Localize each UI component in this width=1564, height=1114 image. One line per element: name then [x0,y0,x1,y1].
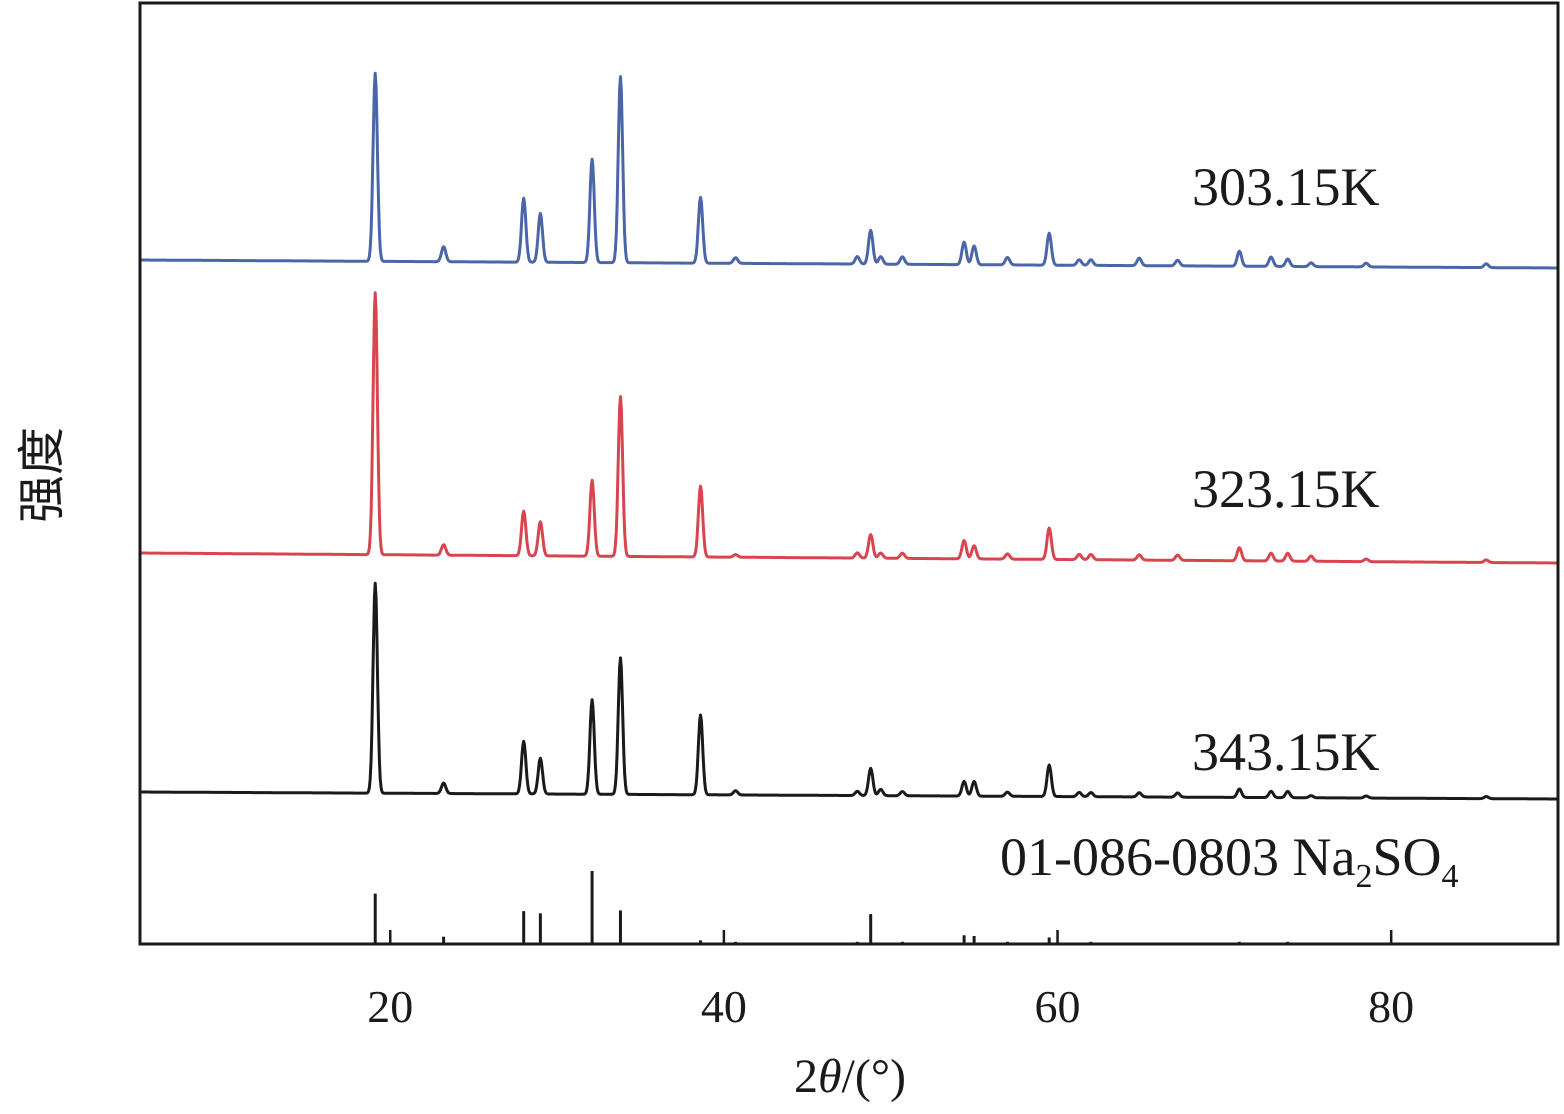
series-layer [139,71,1559,801]
series-line-323.15K [139,291,1559,565]
reference-label: 01-086-0803 Na2SO4 [1000,827,1458,895]
x-tick-label-60: 60 [1035,981,1081,1032]
x-tick-label-40: 40 [701,981,747,1032]
plot-frame [138,1,1560,946]
series-line-303.15K [139,71,1559,270]
x-tick-label-20: 20 [367,981,413,1032]
x-ticks: 20 40 60 80 [367,930,1414,1032]
series-label-303: 303.15K [1192,157,1380,217]
series-line-343.15K [139,581,1559,801]
series-label-343: 343.15K [1192,722,1380,782]
series-label-323: 323.15K [1192,459,1380,519]
x-tick-label-80: 80 [1368,981,1414,1032]
y-axis-label: 强度 [14,427,70,523]
x-axis-label: 2θ/(°) [794,1050,906,1103]
